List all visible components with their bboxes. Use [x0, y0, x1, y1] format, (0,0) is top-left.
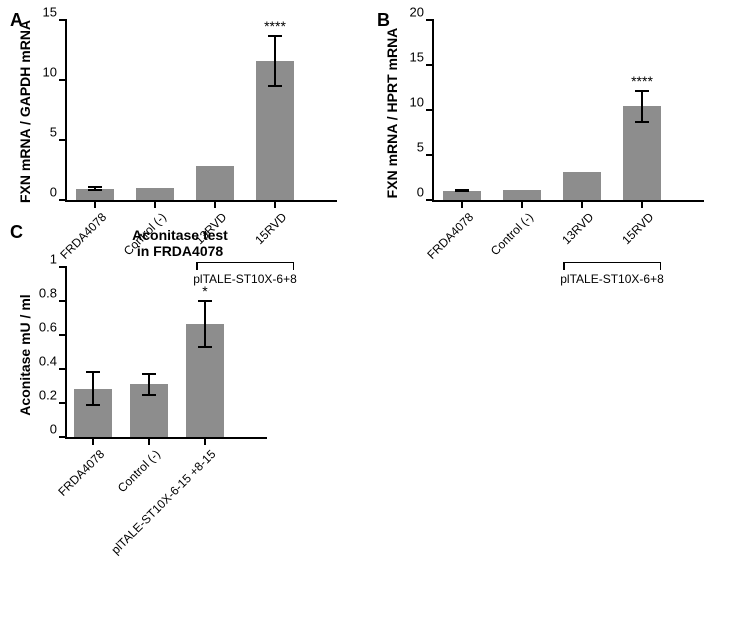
significance-marker: **** [264, 18, 286, 34]
x-tick-label: 13RVD [559, 210, 596, 247]
error-cap [198, 300, 212, 302]
y-tick [59, 19, 67, 21]
y-tick-label: 5 [50, 125, 57, 140]
panel-c: C Aconitase testin FRDA4078 Aconitase mU… [10, 222, 367, 439]
x-tick [204, 437, 206, 445]
x-tick [461, 200, 463, 208]
y-tick-label: 1 [50, 252, 57, 267]
x-tick [581, 200, 583, 208]
plot-area-a: 051015FRDA4078Control (-)13RVD****15RVDp… [65, 20, 337, 202]
y-tick-label: 5 [417, 140, 424, 155]
y-tick [59, 266, 67, 268]
y-tick [59, 139, 67, 141]
y-tick-label: 0.4 [39, 354, 57, 369]
bar [503, 190, 541, 200]
error-cap [635, 121, 649, 123]
y-tick-label: 0.2 [39, 388, 57, 403]
x-tick [641, 200, 643, 208]
bar [196, 166, 234, 200]
significance-marker: **** [631, 73, 653, 89]
y-axis-label-c: Aconitase mU / ml [17, 275, 33, 435]
error-bar [148, 374, 150, 394]
x-tick-label: 15RVD [619, 210, 656, 247]
y-tick-label: 20 [410, 5, 424, 20]
y-tick [59, 300, 67, 302]
group-bracket [563, 262, 661, 270]
y-tick-label: 0 [50, 185, 57, 200]
chart-a: FXN mRNA / GAPDH mRNA 051015FRDA4078Cont… [65, 20, 367, 202]
x-tick [92, 437, 94, 445]
x-tick-label: FRDA4078 [55, 447, 107, 499]
x-tick-label: FRDA4078 [424, 210, 476, 262]
bar [563, 172, 601, 200]
error-bar [641, 91, 643, 122]
x-tick-label: Control (-) [488, 210, 536, 258]
y-tick-label: 15 [43, 5, 57, 20]
error-cap [88, 189, 102, 191]
y-tick [59, 334, 67, 336]
error-cap [635, 90, 649, 92]
x-tick [214, 200, 216, 208]
y-tick [59, 436, 67, 438]
y-tick-label: 10 [410, 95, 424, 110]
error-bar [204, 301, 206, 347]
y-tick-label: 0.6 [39, 320, 57, 335]
x-tick [154, 200, 156, 208]
error-cap [268, 35, 282, 37]
error-cap [142, 373, 156, 375]
panel-c-label: C [10, 222, 23, 243]
y-tick [426, 154, 434, 156]
y-axis-label-a: FXN mRNA / GAPDH mRNA [17, 23, 33, 203]
error-bar [274, 36, 276, 86]
y-tick [426, 109, 434, 111]
y-tick-label: 15 [410, 50, 424, 65]
error-cap [142, 394, 156, 396]
y-tick-label: 10 [43, 65, 57, 80]
y-tick-label: 0 [50, 422, 57, 437]
y-tick-label: 0 [417, 185, 424, 200]
y-tick [426, 19, 434, 21]
x-tick [148, 437, 150, 445]
plot-area-c: 00.20.40.60.81FRDA4078Control (-)*plTALE… [65, 267, 267, 439]
significance-marker: * [202, 283, 207, 299]
y-tick [59, 199, 67, 201]
error-cap [86, 371, 100, 373]
plot-area-b: 05101520FRDA4078Control (-)13RVD****15RV… [432, 20, 704, 202]
y-tick [59, 368, 67, 370]
y-tick [59, 79, 67, 81]
y-tick-label: 0.8 [39, 286, 57, 301]
x-tick [521, 200, 523, 208]
y-axis-label-b: FXN mRNA / HPRT mRNA [384, 23, 400, 203]
y-tick [59, 402, 67, 404]
y-tick [426, 64, 434, 66]
error-cap [198, 346, 212, 348]
error-bar [92, 372, 94, 404]
group-bracket-label: plTALE-ST10X-6+8 [560, 272, 664, 286]
bar [136, 188, 174, 200]
x-tick-label: Control (-) [115, 447, 163, 495]
x-tick [94, 200, 96, 208]
panel-b: B FXN mRNA / HPRT mRNA 05101520FRDA4078C… [377, 10, 734, 202]
y-tick [426, 199, 434, 201]
chart-b: FXN mRNA / HPRT mRNA 05101520FRDA4078Con… [432, 20, 734, 202]
x-tick [274, 200, 276, 208]
chart-c: Aconitase testin FRDA4078 Aconitase mU /… [65, 267, 367, 439]
panel-a: A FXN mRNA / GAPDH mRNA 051015FRDA4078Co… [10, 10, 367, 202]
chart-c-title: Aconitase testin FRDA4078 [105, 227, 255, 259]
figure-grid: A FXN mRNA / GAPDH mRNA 051015FRDA4078Co… [10, 10, 734, 439]
error-cap [86, 404, 100, 406]
error-cap [455, 190, 469, 192]
x-tick-label: plTALE-ST10X-6-15 +8-15 [109, 447, 219, 557]
error-cap [268, 85, 282, 87]
